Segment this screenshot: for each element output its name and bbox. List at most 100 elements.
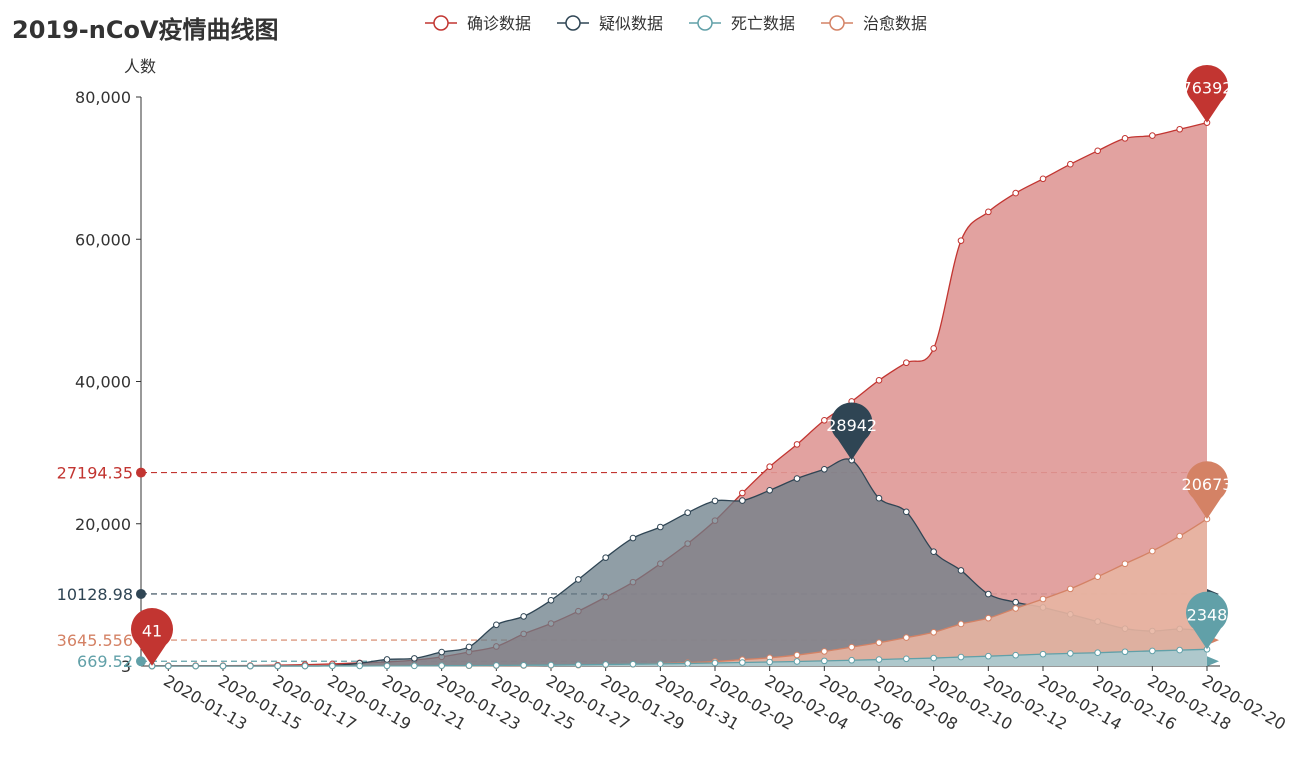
data-point[interactable] (766, 658, 773, 666)
data-point[interactable] (684, 509, 691, 516)
data-point[interactable] (821, 657, 828, 665)
data-point[interactable] (930, 628, 937, 636)
data-point[interactable] (684, 660, 691, 667)
data-point[interactable] (493, 621, 500, 629)
data-point[interactable] (547, 596, 555, 604)
data-point[interactable] (575, 661, 582, 669)
data-point[interactable] (985, 652, 992, 660)
data-point[interactable] (301, 662, 309, 670)
data-point[interactable] (356, 662, 363, 670)
data-point[interactable] (875, 656, 883, 663)
data-point[interactable] (821, 648, 828, 655)
data-point[interactable] (1176, 646, 1183, 654)
data-point[interactable] (766, 487, 773, 494)
data-point[interactable] (329, 662, 336, 670)
data-point[interactable] (957, 620, 965, 628)
chart-legend[interactable]: 确诊数据 疑似数据 死亡数据 治愈数据 (0, 0, 1311, 46)
data-point[interactable] (1094, 147, 1101, 155)
data-point[interactable] (657, 660, 664, 668)
data-point[interactable] (1012, 651, 1019, 659)
data-point[interactable] (411, 655, 418, 662)
data-point[interactable] (438, 662, 445, 670)
average-marker (136, 588, 146, 599)
data-point[interactable] (1149, 547, 1156, 555)
data-point[interactable] (1121, 648, 1129, 656)
data-point[interactable] (629, 660, 637, 668)
data-point[interactable] (1121, 560, 1129, 568)
data-point[interactable] (711, 497, 719, 505)
data-point[interactable] (903, 634, 910, 641)
data-point[interactable] (793, 475, 801, 482)
legend-item-2[interactable]: 死亡数据 (689, 14, 795, 33)
data-point[interactable] (1012, 605, 1019, 612)
data-point[interactable] (739, 489, 746, 497)
data-point[interactable] (821, 465, 828, 473)
data-point[interactable] (219, 662, 227, 670)
data-point[interactable] (985, 590, 992, 598)
data-point[interactable] (930, 345, 937, 352)
data-point[interactable] (575, 576, 582, 583)
pin-shape (1185, 65, 1228, 123)
data-point[interactable] (793, 441, 801, 448)
data-point[interactable] (1149, 647, 1156, 655)
data-point[interactable] (875, 376, 883, 384)
data-point[interactable] (903, 655, 910, 663)
data-point[interactable] (848, 656, 855, 664)
data-point[interactable] (1176, 532, 1183, 540)
data-point[interactable] (657, 523, 664, 531)
data-point[interactable] (903, 359, 910, 367)
data-point[interactable] (602, 661, 609, 668)
data-point[interactable] (985, 208, 992, 216)
data-point[interactable] (1039, 650, 1047, 658)
data-point[interactable] (165, 662, 172, 670)
data-point[interactable] (957, 237, 965, 244)
data-point[interactable] (1012, 189, 1019, 197)
data-point[interactable] (383, 656, 391, 663)
data-point[interactable] (1067, 650, 1074, 657)
data-point[interactable] (930, 654, 937, 662)
data-point[interactable] (1121, 135, 1129, 142)
data-point[interactable] (739, 659, 746, 666)
data-point[interactable] (1149, 132, 1156, 139)
data-point[interactable] (520, 661, 527, 669)
data-point[interactable] (274, 662, 281, 670)
data-point[interactable] (903, 508, 910, 516)
data-point[interactable] (1039, 175, 1047, 183)
data-point[interactable] (602, 554, 609, 561)
data-point[interactable] (930, 548, 937, 556)
average-marker (136, 656, 146, 667)
legend-item-1[interactable]: 疑似数据 (557, 14, 663, 33)
data-point[interactable] (766, 463, 773, 471)
data-point[interactable] (493, 662, 500, 669)
data-point[interactable] (848, 643, 855, 651)
data-point[interactable] (821, 416, 828, 424)
data-point[interactable] (793, 651, 801, 659)
data-point[interactable] (247, 662, 254, 670)
data-point[interactable] (411, 662, 418, 670)
data-point[interactable] (1094, 649, 1101, 657)
data-point[interactable] (985, 614, 992, 622)
legend-item-0[interactable]: 确诊数据 (425, 14, 531, 33)
data-point[interactable] (1067, 585, 1074, 593)
data-point[interactable] (629, 534, 637, 542)
data-point[interactable] (1012, 598, 1019, 606)
data-point[interactable] (520, 613, 527, 620)
data-point[interactable] (1094, 573, 1101, 581)
data-point[interactable] (711, 659, 719, 667)
data-point[interactable] (739, 497, 746, 504)
data-point[interactable] (875, 494, 883, 502)
data-point[interactable] (383, 662, 391, 670)
data-point[interactable] (438, 648, 445, 656)
data-point[interactable] (1039, 595, 1047, 603)
legend-item-3[interactable]: 治愈数据 (821, 14, 927, 33)
data-point[interactable] (465, 662, 473, 669)
data-point[interactable] (1176, 125, 1183, 133)
data-point[interactable] (192, 662, 199, 670)
data-point[interactable] (875, 639, 883, 646)
data-point[interactable] (793, 658, 801, 665)
data-point[interactable] (957, 653, 965, 661)
data-point[interactable] (1067, 160, 1074, 168)
data-point[interactable] (957, 567, 965, 574)
data-point[interactable] (465, 643, 473, 651)
data-point[interactable] (547, 661, 555, 669)
